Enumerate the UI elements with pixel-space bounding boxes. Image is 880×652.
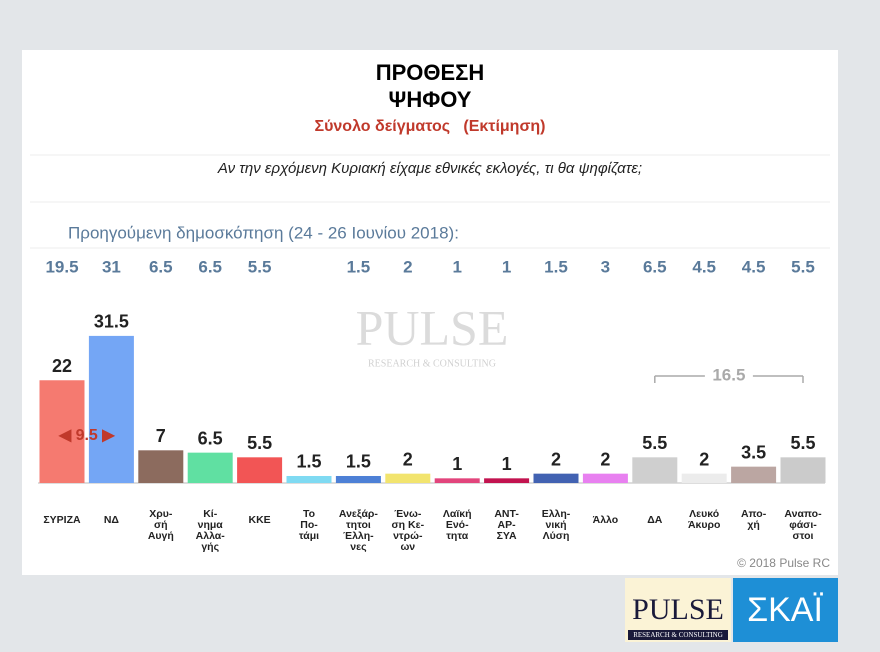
bar: [582, 473, 628, 483]
previous-value: 3: [601, 257, 610, 276]
x-tick-label: ΚΚΕ: [249, 514, 271, 526]
background-lines: [30, 154, 830, 249]
bar: [731, 466, 777, 483]
previous-label: Προηγούμενη δημοσκόπηση (24 - 26 Ιουνίου…: [68, 223, 459, 242]
previous-value: 4.5: [742, 257, 766, 276]
bar: [385, 473, 431, 483]
x-tick-label: Ελλη-νική Λύση: [542, 508, 571, 542]
bar: [484, 478, 530, 483]
x-tick-label: Το Πο-τάμι: [299, 508, 319, 542]
watermark-sub: RESEARCH & CONSULTING: [368, 358, 496, 369]
value-label: 1.5: [346, 452, 371, 472]
previous-value: 6.5: [149, 257, 173, 276]
x-tick-label: ΑΝΤ-ΑΡ-ΣΥΑ: [494, 508, 519, 542]
previous-value: 5.5: [248, 257, 272, 276]
x-tick-label: Άλλο: [593, 514, 619, 526]
bar: [286, 475, 332, 483]
bar: [138, 450, 184, 483]
previous-value: 31: [102, 257, 121, 276]
group-annotation: 16.5: [712, 365, 745, 384]
pulse-logo-sub: RESEARCH & CONSULTING: [633, 631, 723, 639]
bar: [237, 457, 283, 483]
pulse-logo-text: PULSE: [632, 593, 724, 626]
pulse-logo-band: [628, 630, 728, 640]
x-tick-label: Κί-νημα Αλλα-γής: [196, 508, 226, 553]
value-label: 31.5: [94, 312, 129, 332]
x-tick-label: ΔΑ: [647, 514, 663, 526]
x-tick-label: Απο-χή: [741, 508, 767, 531]
previous-value: 4.5: [692, 257, 716, 276]
previous-value: 5.5: [791, 257, 815, 276]
previous-value: 1: [502, 257, 511, 276]
bar: [681, 473, 727, 483]
x-tick-label: Ανεξάρ-τητοι Έλλη-νες: [339, 508, 379, 553]
panel: [22, 50, 838, 575]
x-tick-label: Λαϊκή Ενό-τητα: [443, 508, 472, 542]
copyright: © 2018 Pulse RC: [737, 556, 830, 570]
value-label: 2: [403, 449, 413, 469]
value-label: 2: [600, 449, 610, 469]
value-label: 5.5: [642, 433, 667, 453]
previous-value: 19.5: [45, 257, 78, 276]
skai-logo: [733, 578, 838, 642]
previous-value: 1.5: [544, 257, 568, 276]
bar: [632, 457, 678, 483]
subtitle: Σύνολο δείγματος (Εκτίμηση): [314, 118, 545, 135]
value-label: 1.5: [296, 452, 321, 472]
bar: [335, 475, 381, 483]
previous-value: 1: [452, 257, 461, 276]
previous-value: 6.5: [198, 257, 222, 276]
x-tick-label: Αναπο-φάσι-στοι: [784, 508, 822, 542]
title-line: ΨΗΦΟΥ: [389, 87, 472, 112]
value-label: 5.5: [790, 433, 815, 453]
bar: [187, 452, 233, 483]
value-label: 6.5: [198, 428, 223, 448]
bar: [88, 335, 134, 483]
x-tick-label: Λευκό Άκυρο: [688, 508, 720, 531]
bar: [780, 457, 826, 483]
question: Αν την ερχόμενη Κυριακή είχαμε εθνικές ε…: [217, 160, 642, 177]
bar: [533, 473, 579, 483]
value-label: 2: [699, 449, 709, 469]
value-label: 2: [551, 449, 561, 469]
previous-value: 2: [403, 257, 412, 276]
lead-annotation: ◀ 9.5 ▶: [58, 427, 115, 444]
x-tick-label: ΣΥΡΙΖΑ: [43, 514, 81, 526]
previous-value: 6.5: [643, 257, 667, 276]
value-label: 3.5: [741, 442, 766, 462]
previous-value: 1.5: [347, 257, 371, 276]
x-tick-label: Ένω-ση Κε-ντρώ-ων: [392, 508, 425, 553]
x-tick-label: ΝΔ: [104, 514, 120, 526]
bar: [434, 478, 480, 483]
watermark: PULSE: [356, 299, 509, 355]
title-line: ΠΡΟΘΕΣΗ: [376, 60, 485, 85]
x-tick-label: Χρυ-σή Αυγή: [148, 508, 174, 542]
skai-logo-text: ΣΚΑΪ: [747, 591, 823, 629]
bar: [39, 380, 85, 483]
value-label: 22: [52, 356, 72, 376]
value-label: 5.5: [247, 433, 272, 453]
value-label: 1: [452, 454, 462, 474]
value-label: 7: [156, 426, 166, 446]
value-label: 1: [502, 454, 512, 474]
